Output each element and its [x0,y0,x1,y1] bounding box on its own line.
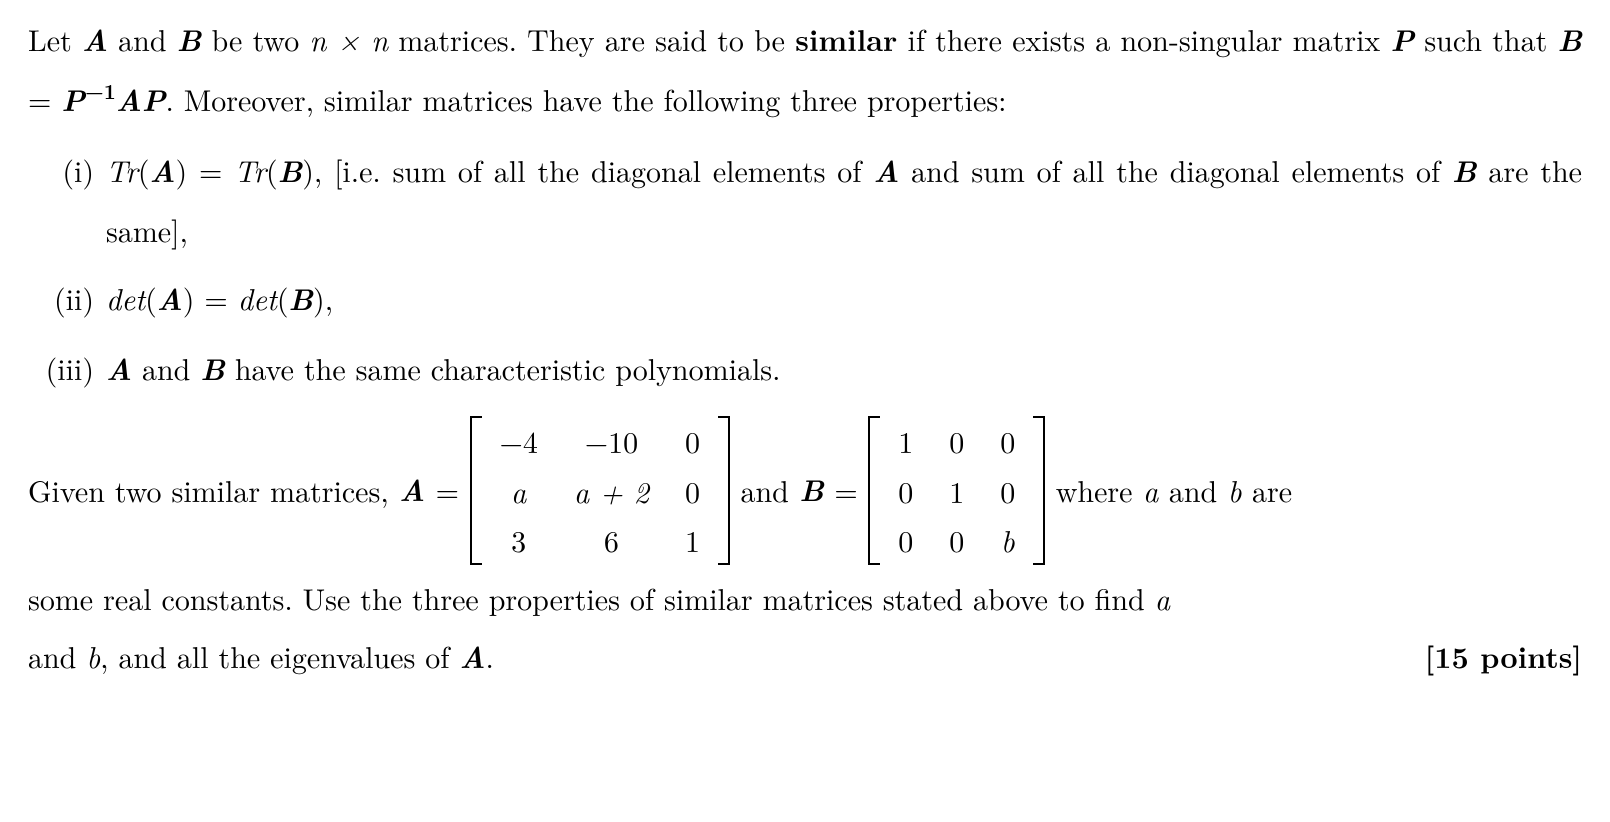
matrix-cell: 0 [880,515,931,565]
text: Given two similar matrices, [28,461,389,520]
text: Let [28,17,82,60]
text: be two [201,17,309,60]
matrix-cell: 1 [931,466,982,516]
symbol-A: A [82,18,108,61]
matrix-cell: 0 [667,466,718,516]
marker-ii: (ii) [28,269,106,328]
eq-equals: = [28,77,61,120]
matrix-cell: a + 2 [556,466,667,516]
problem-statement: Let A and B be two n × n matrices. They … [0,0,1610,822]
text: such that [1414,17,1557,60]
matrix-cell: 0 [880,466,931,516]
matrix-cell: b [982,515,1033,565]
eq-rhs: P−1AP [61,77,165,120]
symbol-B: B [177,18,202,61]
matrix-cell: 0 [931,416,982,466]
points-badge: [15 points] [1425,627,1582,686]
symbol-P: P [1391,18,1415,61]
given-line: Given two similar matrices, A = −4−100aa… [28,416,1582,565]
matrix-B: 10001000b [868,416,1045,565]
symbol-B: B [799,461,824,520]
matrix-cell: 0 [982,416,1033,466]
tr: Tr [106,148,138,191]
closing-line1: some real constants. Use the three prope… [28,569,1582,628]
property-iii: (iii) A and B have the same characterist… [28,339,1582,399]
text: and [108,17,177,60]
property-ii: (ii) det(A) = det(B), [28,269,1582,329]
marker-i: (i) [28,141,106,200]
property-i: (i) Tr(A) = Tr(B), [i.e. sum of all the … [28,141,1582,259]
matrix-cell: 1 [667,515,718,565]
closing-line2: and b, and all the eigenvalues of A. [15… [28,627,1582,687]
eq-B: B [1557,18,1582,61]
matrix-cell: 6 [556,515,667,565]
matrix-A: −4−100 aa + 20 361 [470,416,731,565]
properties-list: (i) Tr(A) = Tr(B), [i.e. sum of all the … [28,141,1582,398]
text: . Moreover, similar matrices have the fo… [165,77,1006,120]
marker-iii: (iii) [28,339,106,398]
matrix-cell: 0 [982,466,1033,516]
nxn: n × n [309,17,388,60]
matrix-cell: 3 [482,515,556,565]
text: matrices. They are said to be [388,17,795,60]
matrix-cell: a [482,466,556,516]
word-similar: similar [795,17,897,60]
matrix-cell: 1 [880,416,931,466]
text: if there exists a non-singular matrix [897,17,1390,60]
matrix-cell: 0 [931,515,982,565]
intro-paragraph: Let A and B be two n × n matrices. They … [28,10,1582,129]
matrix-cell: −4 [482,416,556,466]
symbol-A: A [399,461,425,520]
matrix-cell: 0 [667,416,718,466]
matrix-cell: −10 [556,416,667,466]
